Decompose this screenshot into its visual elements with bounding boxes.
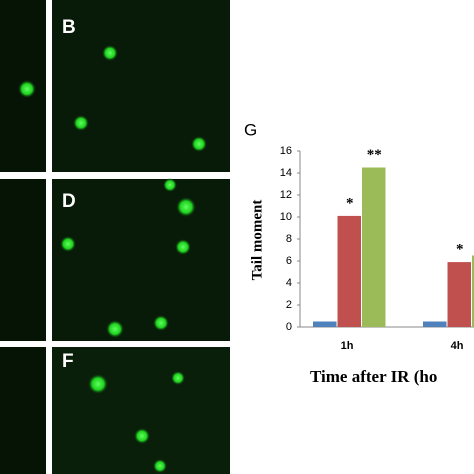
nucleus xyxy=(163,178,177,192)
nucleus xyxy=(171,371,185,385)
micrographs: B D F xyxy=(0,0,230,474)
panel-label: B xyxy=(62,17,76,38)
panel xyxy=(0,179,46,341)
panel xyxy=(0,347,46,474)
y-tick-label: 10 xyxy=(280,211,292,223)
significance-label: * xyxy=(346,195,354,211)
nucleus xyxy=(106,320,124,338)
panel xyxy=(52,347,230,474)
nucleus xyxy=(60,236,76,252)
nucleus xyxy=(18,80,36,98)
x-tick-label: 1h xyxy=(341,340,354,352)
nucleus xyxy=(73,115,89,131)
bar xyxy=(313,321,337,327)
nucleus xyxy=(153,315,169,331)
x-tick-label: 4h xyxy=(451,340,464,352)
bar xyxy=(423,321,447,327)
panel-label: D xyxy=(62,191,76,212)
y-tick-label: 4 xyxy=(286,277,292,289)
y-tick-label: 14 xyxy=(280,167,292,179)
bar xyxy=(447,262,471,327)
nucleus xyxy=(102,45,118,61)
panel xyxy=(52,179,230,341)
panel-label: F xyxy=(62,351,74,372)
y-tick-label: 16 xyxy=(280,145,292,157)
nucleus xyxy=(175,239,191,255)
nucleus xyxy=(153,459,167,473)
y-tick-label: 12 xyxy=(280,189,292,201)
x-axis-label: Time after IR (ho xyxy=(310,367,437,386)
significance-label: * xyxy=(456,242,464,258)
panel-label: G xyxy=(244,120,257,139)
nucleus xyxy=(88,374,108,394)
y-tick-label: 2 xyxy=(286,299,292,311)
y-tick-label: 8 xyxy=(286,233,292,245)
bar xyxy=(337,215,361,327)
significance-label: ** xyxy=(367,147,382,163)
y-axis-label: Tail moment xyxy=(249,200,265,281)
bar xyxy=(362,167,386,327)
y-tick-label: 0 xyxy=(286,321,292,333)
nucleus xyxy=(191,136,207,152)
bar xyxy=(472,255,474,327)
nucleus xyxy=(134,428,150,444)
nucleus xyxy=(176,197,196,217)
y-tick-label: 6 xyxy=(286,255,292,267)
